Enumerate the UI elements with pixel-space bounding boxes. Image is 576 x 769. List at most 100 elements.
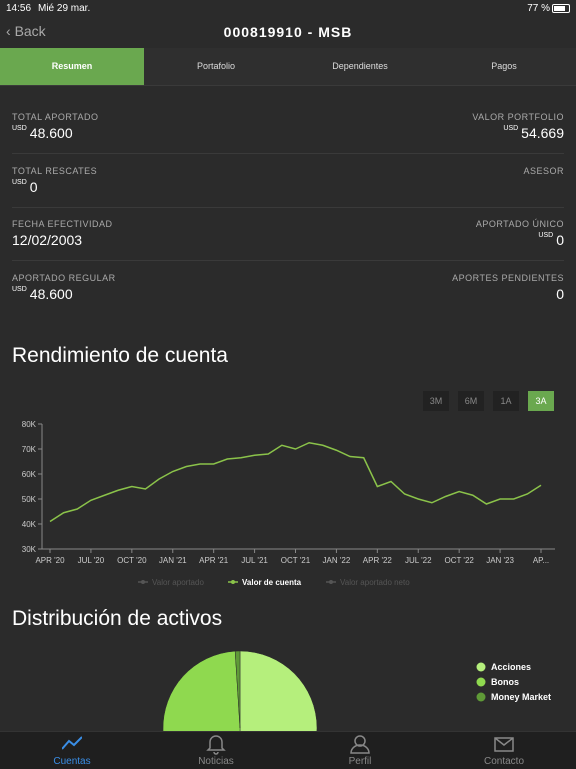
- currency: USD: [503, 125, 519, 132]
- tab[interactable]: Portafolio: [196, 61, 236, 71]
- legend-dot: [476, 662, 486, 672]
- pie-slice: [162, 650, 241, 731]
- bottom-tab[interactable]: Cuentas: [0, 732, 144, 769]
- amount: 0: [556, 232, 564, 248]
- x-tick-label: JUL '22: [405, 556, 432, 565]
- field-label: ASESOR: [523, 165, 564, 176]
- tab-label[interactable]: Noticias: [198, 756, 234, 767]
- legend-dot: [231, 580, 235, 584]
- x-tick-label: APR '21: [199, 556, 229, 565]
- tab-icon[interactable]: [494, 735, 514, 755]
- x-tick-label: JUL '20: [78, 556, 105, 565]
- tab-label[interactable]: Cuentas: [53, 756, 91, 767]
- currency: USD: [12, 285, 27, 293]
- amount: 0: [556, 285, 564, 302]
- currency: USD: [538, 232, 554, 239]
- date: Mié 29 mar.: [38, 3, 91, 14]
- legend-label: Bonos: [491, 677, 519, 687]
- field-label: APORTADO ÚNICO: [475, 219, 564, 229]
- charts: 30K 40K 50K 60K 70K 80K APR '20 JUL '20 OCT '20 J…: [22, 420, 555, 731]
- icon: [206, 735, 226, 755]
- tabs: Resumen Portafolio Dependientes Pagos: [0, 48, 576, 86]
- tab[interactable]: Pagos: [491, 61, 517, 71]
- x-tick-label: APR '22: [363, 556, 393, 565]
- field-label: FECHA EFECTIVIDAD: [12, 219, 113, 229]
- divider: [12, 260, 564, 261]
- icon: [350, 735, 370, 754]
- bottom-tab[interactable]: Noticias: [144, 732, 288, 769]
- amount: 48.600: [29, 125, 73, 141]
- legend-label: Valor aportado: [152, 578, 204, 587]
- x-tick-label: AP...: [533, 556, 549, 565]
- y-tick-label: 40K: [22, 520, 37, 529]
- field-value: USD 0: [12, 179, 38, 195]
- legend-dot: [476, 692, 486, 702]
- icon: [494, 737, 514, 752]
- legend-label: Acciones: [491, 662, 531, 672]
- time: 14:56: [6, 3, 32, 14]
- x-tick-label: JAN '23: [486, 556, 514, 565]
- amount: 54.669: [521, 125, 564, 141]
- legend-dot: [476, 677, 486, 687]
- legend-label: Valor aportado neto: [340, 578, 410, 587]
- nav-title: 000819910 - MSB: [223, 24, 353, 40]
- legend-label: Money Market: [491, 692, 551, 702]
- tab-icon[interactable]: [206, 735, 226, 755]
- amount: 0: [29, 178, 38, 195]
- divider: [12, 206, 564, 208]
- amount: 12/02/2003: [12, 232, 83, 248]
- series-line: [49, 441, 542, 523]
- x-tick-label: OCT '21: [281, 556, 311, 565]
- icon: [61, 736, 83, 750]
- legend-dot: [329, 580, 333, 584]
- field-label: TOTAL RESCATES: [12, 165, 98, 176]
- field-value: 0: [556, 286, 564, 302]
- field-label: APORTES PENDIENTES: [452, 272, 564, 283]
- tab-icon[interactable]: [61, 735, 83, 755]
- tab-label[interactable]: Contacto: [483, 756, 525, 767]
- y-tick-label: 80K: [22, 420, 37, 429]
- tab-label[interactable]: Perfil: [348, 756, 372, 767]
- field-label: TOTAL APORTADO: [12, 112, 99, 122]
- range-button[interactable]: 3M: [423, 391, 449, 411]
- nav-bar: ‹ Back 000819910 - MSB: [0, 18, 576, 49]
- battery-text: 77 %: [527, 3, 550, 14]
- y-tick-label: 30K: [22, 545, 37, 554]
- x-tick-label: APR '20: [35, 556, 65, 565]
- amount: 48.600: [29, 285, 73, 302]
- x-tick-label: OCT '22: [444, 556, 474, 565]
- currency: USD: [12, 178, 27, 186]
- x-tick-label: JAN '21: [159, 556, 187, 565]
- range-button[interactable]: 6M: [458, 391, 484, 411]
- x-tick-label: JAN '22: [323, 556, 351, 565]
- currency: USD: [12, 125, 27, 132]
- bottom-tab[interactable]: Perfil: [288, 732, 432, 769]
- divider: [12, 153, 564, 154]
- y-tick-label: 70K: [22, 445, 37, 454]
- status-bar: 14:56 Mié 29 mar. 77 %: [0, 0, 576, 18]
- field-value: 12/02/2003: [12, 232, 82, 248]
- bottom-tab-bar: Cuentas Noticias Perfil Contacto: [0, 731, 576, 769]
- x-tick-label: JUL '21: [241, 556, 268, 565]
- bottom-tab[interactable]: Contacto: [432, 732, 576, 769]
- tab[interactable]: Dependientes: [332, 61, 388, 71]
- tab[interactable]: Resumen: [0, 48, 144, 85]
- field-value: USD 48.600: [12, 125, 73, 141]
- legend-label: Valor de cuenta: [242, 578, 302, 587]
- x-tick-label: OCT '20: [117, 556, 147, 565]
- section-title: Rendimiento de cuenta: [12, 344, 228, 367]
- field-value: USD 0: [538, 232, 564, 248]
- pie-slice: [234, 650, 241, 729]
- legend-dot: [141, 580, 145, 584]
- battery-icon: [552, 4, 570, 13]
- range-button[interactable]: 1A: [493, 391, 519, 411]
- y-tick-label: 50K: [22, 495, 37, 504]
- field-value: USD 54.669: [503, 125, 564, 141]
- field-label: APORTADO REGULAR: [12, 272, 116, 283]
- back-label[interactable]: Back: [14, 23, 46, 39]
- y-tick-label: 60K: [22, 470, 37, 479]
- tab-icon[interactable]: [350, 735, 370, 755]
- range-button[interactable]: 3A: [528, 391, 554, 411]
- back-button[interactable]: ‹ Back: [6, 23, 46, 39]
